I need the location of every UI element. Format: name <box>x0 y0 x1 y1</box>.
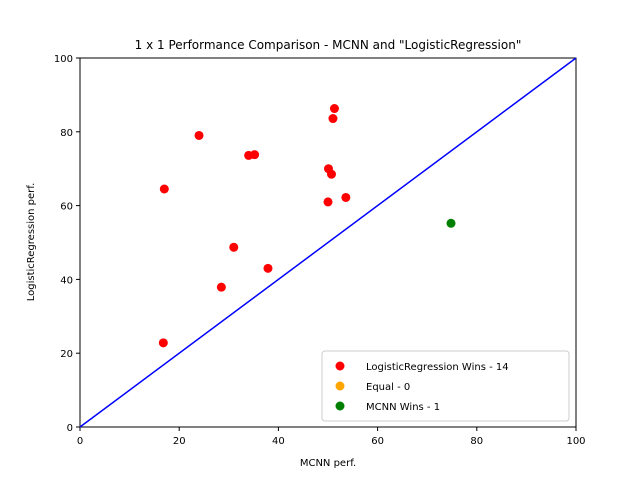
data-point <box>446 218 456 228</box>
legend-label: MCNN Wins - 1 <box>366 402 440 413</box>
legend-marker <box>335 361 345 371</box>
chart-title: 1 x 1 Performance Comparison - MCNN and … <box>135 38 522 52</box>
legend-box <box>321 350 570 422</box>
x-tick-label: 0 <box>77 436 83 447</box>
x-tick-label: 60 <box>371 436 384 447</box>
data-point <box>329 104 339 114</box>
data-point <box>158 338 168 348</box>
x-tick-label: 20 <box>173 436 186 447</box>
data-point <box>159 184 169 194</box>
y-tick-label: 80 <box>60 128 73 139</box>
data-point <box>216 282 226 292</box>
y-tick-label: 20 <box>60 349 73 360</box>
data-point <box>323 197 333 207</box>
y-axis-label: LogisticRegression perf. <box>26 183 37 302</box>
x-tick-label: 40 <box>272 436 285 447</box>
y-tick-label: 40 <box>60 275 73 286</box>
legend-marker <box>335 401 345 411</box>
x-tick-label: 80 <box>470 436 483 447</box>
legend-label: Equal - 0 <box>366 382 410 393</box>
legend-marker <box>335 381 345 391</box>
data-point <box>341 192 351 202</box>
y-tick-label: 100 <box>54 54 73 65</box>
legend-label: LogisticRegression Wins - 14 <box>366 362 509 373</box>
x-axis-label: MCNN perf. <box>300 458 356 469</box>
data-point <box>250 150 260 160</box>
data-point <box>263 263 273 273</box>
data-point <box>229 242 239 252</box>
data-point <box>194 130 204 140</box>
plot-area: 0 20 40 60 80 100 0 20 40 60 80 100 <box>54 54 586 447</box>
y-tick-label: 0 <box>67 423 73 434</box>
legend: LogisticRegression Wins - 14 Equal - 0 MCN… <box>321 350 570 422</box>
y-tick-label: 60 <box>60 202 73 213</box>
diagonal-line <box>79 57 577 428</box>
data-point <box>326 169 336 179</box>
x-tick-label: 100 <box>566 436 585 447</box>
data-point <box>328 114 338 124</box>
axes-frame <box>79 57 577 428</box>
